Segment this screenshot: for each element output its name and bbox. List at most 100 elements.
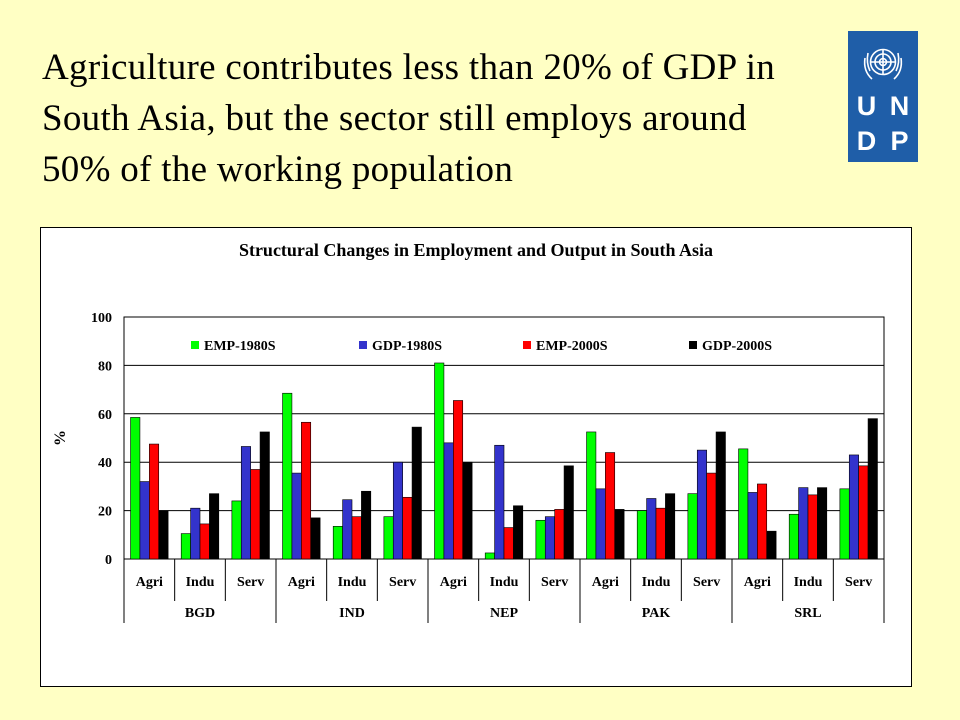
chart-title: Structural Changes in Employment and Out… [238,240,714,260]
y-axis-label: % [52,430,69,446]
x-tick-label: Agri [592,575,619,590]
bar [443,442,454,560]
bar [484,552,495,560]
headline-line: South Asia, but the sector still employs… [42,98,747,139]
bar [301,421,312,560]
bar [130,417,141,560]
bar [139,481,150,560]
y-tick-label: 60 [98,408,112,423]
bar [453,400,464,560]
bar [605,452,616,560]
x-tick-label: Indu [794,575,823,590]
bar [636,510,647,560]
group-label: BGD [185,606,215,621]
bar [180,533,191,560]
bar [867,418,878,560]
x-tick-label: Serv [541,575,568,590]
bar [149,443,160,560]
bar [706,472,717,560]
bar [715,431,726,560]
group-label: IND [339,606,365,621]
bar [655,507,666,560]
legend-swatch [359,341,367,349]
bar [554,509,565,560]
headline-line: 50% of the working population [42,149,514,190]
x-tick-label: Agri [288,575,315,590]
legend-swatch [523,341,531,349]
bar [839,488,850,560]
bar [402,496,413,560]
headline-line: Agriculture contributes less than 20% of… [42,47,776,88]
group-label: SRL [794,606,821,621]
bar [259,431,270,560]
bar [858,465,869,560]
bar [342,499,353,560]
bar [199,523,210,560]
undp-logo: U N D P [848,31,918,162]
bar [240,446,251,560]
y-tick-label: 40 [98,456,112,471]
bar [494,444,505,560]
legend-label: GDP-2000S [702,339,772,354]
x-tick-label: Serv [389,575,416,590]
bar [535,519,546,560]
x-tick-label: Indu [338,575,367,590]
bar [332,526,343,560]
bar [209,493,220,560]
y-tick-label: 20 [98,505,112,520]
bar [614,509,625,560]
legend-label: EMP-1980S [204,339,276,354]
bar [595,488,606,560]
bar-chart: 0 20 40 60 80 100% Agri Indu Serv Agri Indu Serv Agr… [52,311,885,623]
bar [646,498,657,560]
group-label: NEP [490,606,518,621]
bar [250,469,261,560]
bar [190,507,201,560]
bar [392,461,403,560]
x-tick-label: Agri [440,575,467,590]
y-tick-label: 0 [105,553,112,568]
bar [757,483,768,560]
bar [282,392,293,560]
logo-letter: N [889,91,910,121]
bar [766,530,777,560]
chart-panel: Structural Changes in Employment and Out… [40,227,912,687]
group-label: PAK [642,606,671,621]
bar [158,510,169,560]
logo-letter: D [856,126,877,156]
x-tick-label: Agri [744,575,771,590]
x-tick-label: Serv [693,575,720,590]
x-tick-label: Agri [136,575,163,590]
bar [351,516,362,560]
bar [361,490,372,560]
bar [411,426,422,560]
bar [434,362,445,560]
bar [788,513,799,560]
x-tick-label: Indu [490,575,519,590]
y-tick-label: 100 [91,311,112,326]
bar [817,487,828,560]
bar [462,461,473,560]
un-emblem-icon [863,48,903,80]
legend-label: EMP-2000S [536,339,608,354]
bar [798,487,809,560]
bar [696,449,707,560]
y-tick-label: 80 [98,359,112,374]
legend-swatch [689,341,697,349]
x-tick-label: Serv [237,575,264,590]
bar [503,527,514,560]
legend-label: GDP-1980S [372,339,442,354]
bar [848,454,859,560]
bar [747,492,758,560]
bar [291,472,302,560]
logo-letter: P [890,126,909,156]
bar [586,431,597,560]
x-tick-label: Indu [642,575,671,590]
x-tick-label: Serv [845,575,872,590]
bar [544,516,555,560]
bar [807,494,818,560]
bar [231,500,242,560]
logo-letter: U [856,91,877,121]
headline: Agriculture contributes less than 20% of… [42,42,802,195]
bar [310,517,321,560]
